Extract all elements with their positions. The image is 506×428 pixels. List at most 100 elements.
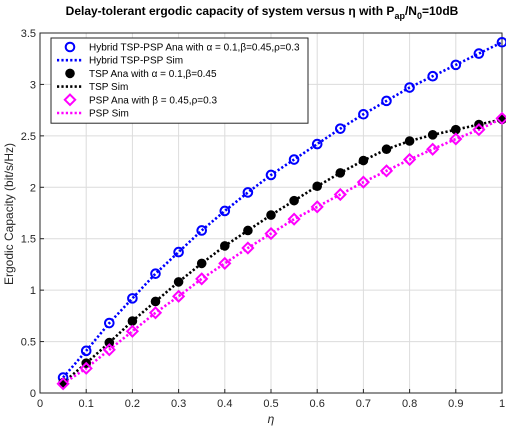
series-layer	[56, 36, 506, 391]
data-point	[195, 272, 209, 286]
data-point	[173, 246, 184, 258]
x-tick-label: 0.6	[310, 398, 325, 410]
data-point	[358, 108, 369, 120]
legend-label: PSP Ana with β = 0.45,ρ=0.3	[89, 95, 217, 106]
y-tick-label: 3.5	[21, 28, 36, 40]
y-tick-label: 2.5	[21, 131, 36, 143]
legend-entry: TSP Sim	[57, 82, 128, 93]
data-point	[473, 48, 485, 59]
data-point	[196, 225, 207, 236]
data-point	[287, 212, 301, 226]
data-point	[150, 268, 161, 279]
data-point	[242, 187, 254, 198]
legend-entry: TSP Ana with α = 0.1,β=0.45	[65, 68, 217, 80]
chart-title: Delay-tolerant ergodic capacity of syste…	[66, 4, 459, 21]
chart-title-end: =10dB	[422, 4, 459, 18]
data-point	[104, 337, 115, 348]
data-point	[148, 306, 163, 320]
data-point	[427, 130, 438, 140]
chart-title-main: Delay-tolerant ergodic capacity of syste…	[66, 4, 395, 18]
data-point	[449, 132, 463, 146]
legend-entry: Hybrid TSP-PSP Sim	[57, 56, 183, 67]
data-point	[335, 168, 346, 178]
data-point	[312, 181, 323, 192]
data-point	[426, 142, 440, 156]
data-point	[404, 82, 415, 93]
data-point	[496, 36, 506, 48]
series-line	[62, 118, 503, 384]
y-tick-label: 1.5	[21, 234, 36, 246]
data-point	[311, 138, 323, 150]
data-point	[102, 343, 116, 357]
data-point	[196, 258, 207, 269]
data-point	[150, 296, 161, 307]
data-point	[218, 256, 232, 271]
data-point	[56, 377, 70, 391]
chart-title-sub1: ap	[394, 11, 405, 21]
x-tick-label: 0	[37, 398, 43, 410]
data-point	[219, 205, 231, 217]
data-point	[243, 225, 253, 236]
data-point	[381, 144, 392, 155]
data-point	[125, 324, 140, 338]
x-tick-label: 0.7	[356, 398, 371, 410]
x-tick-label: 0.8	[402, 398, 417, 410]
data-point	[358, 155, 369, 166]
y-tick-label: 3	[30, 79, 36, 91]
y-tick-label: 0	[30, 388, 36, 400]
y-tick-label: 0.5	[21, 337, 36, 349]
data-point	[472, 123, 486, 137]
x-tick-label: 0.5	[263, 398, 278, 410]
series-5	[62, 117, 503, 385]
x-axis-title: η	[268, 412, 275, 426]
y-axis-title: Ergodic Capacity (bit/s/Hz)	[2, 143, 16, 285]
data-point	[265, 169, 277, 181]
legend-entry: PSP Ana with β = 0.45,ρ=0.3	[63, 93, 217, 107]
data-point	[333, 187, 347, 202]
legend-box	[50, 37, 309, 124]
series-markers-0	[57, 36, 506, 383]
x-tick-label: 0.3	[171, 398, 186, 410]
x-tick-label: 0.9	[448, 398, 463, 410]
legend-marker-swatch	[63, 93, 77, 107]
data-point	[173, 277, 184, 287]
x-tick-label: 0.2	[125, 398, 140, 410]
legend-marker-swatch	[64, 41, 76, 53]
legend-entry: PSP Sim	[57, 109, 129, 120]
x-tick-label: 0.1	[79, 398, 94, 410]
legend-marker-swatch	[65, 68, 75, 79]
data-point	[241, 241, 255, 255]
data-point	[310, 200, 324, 214]
legend-entry: Hybrid TSP-PSP Ana with α = 0.1,β=0.45,ρ…	[64, 41, 300, 54]
data-point	[379, 164, 394, 178]
data-point	[402, 152, 417, 167]
data-point	[264, 226, 278, 241]
series-line	[62, 117, 503, 385]
legend-label: TSP Sim	[89, 82, 128, 93]
data-point	[356, 175, 371, 189]
axis-ticks: 0 0.1 0.2 0.3 0.4 0.5 0.6 0.7 0.8 0.9 1 0 0.5 1 1.5 2 2.…	[21, 28, 505, 410]
data-point	[220, 241, 230, 251]
data-point	[427, 70, 439, 82]
series-3	[62, 118, 503, 384]
legend: Hybrid TSP-PSP Ana with α = 0.1,β=0.45,ρ…	[50, 37, 309, 124]
legend-label: TSP Ana with α = 0.1,β=0.45	[89, 69, 217, 80]
x-tick-label: 0.4	[217, 398, 232, 410]
series-markers-4	[56, 111, 506, 391]
data-point	[404, 136, 415, 146]
chart-title-sub2: 0	[417, 11, 422, 21]
legend-label: PSP Sim	[89, 109, 129, 120]
data-point	[289, 195, 299, 206]
data-point	[171, 289, 186, 303]
data-point	[381, 95, 392, 107]
data-point	[335, 123, 346, 134]
data-point	[79, 361, 93, 375]
legend-label: Hybrid TSP-PSP Sim	[89, 56, 183, 67]
data-point	[266, 210, 276, 220]
data-point	[495, 111, 506, 125]
data-point	[288, 154, 300, 165]
data-point	[450, 59, 462, 71]
data-point	[127, 316, 138, 326]
legend-label: Hybrid TSP-PSP Ana with α = 0.1,β=0.45,ρ…	[89, 43, 300, 54]
